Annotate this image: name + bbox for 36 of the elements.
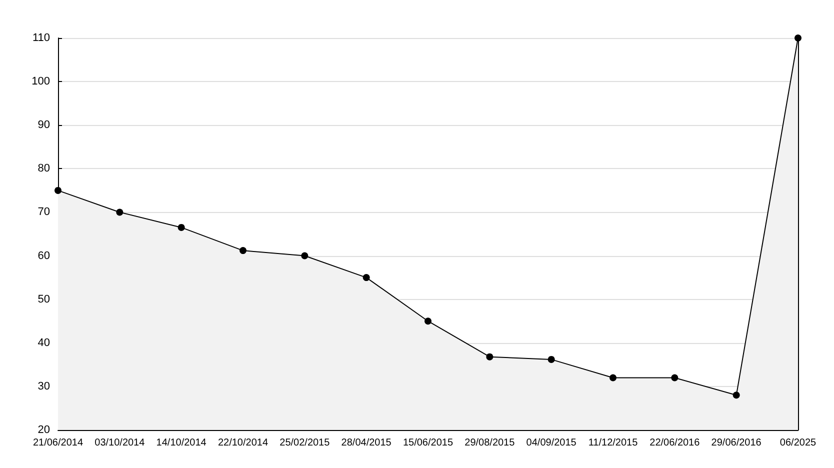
x-tick-label: 06/2025	[780, 438, 817, 448]
x-tick-label: 29/06/2016	[711, 438, 762, 448]
point	[548, 356, 555, 363]
x-tick-label: 04/09/2015	[526, 438, 577, 448]
x-tick-label: 29/08/2015	[464, 438, 516, 448]
y-tick-label: 80	[38, 162, 50, 175]
y-tick-label: 20	[38, 424, 50, 436]
x-tick-label: 03/10/2014	[94, 438, 146, 448]
x-tick-label: 21/06/2014	[32, 438, 84, 448]
point	[794, 34, 802, 42]
point	[486, 353, 494, 360]
point	[362, 274, 370, 282]
y-tick-label: 50	[38, 293, 50, 306]
y-tick-label: 90	[38, 119, 50, 132]
point	[732, 392, 740, 399]
point	[54, 186, 62, 194]
y-tick-label: 100	[32, 76, 50, 88]
x-tick-label: 15/06/2015	[402, 438, 454, 448]
point	[178, 224, 185, 231]
x-tick-label: 22/06/2016	[650, 438, 700, 448]
x-tick-label: 11/12/2015	[588, 438, 638, 448]
point	[671, 374, 678, 382]
y-tick-label: 40	[38, 336, 50, 349]
point	[240, 247, 246, 254]
point	[424, 318, 432, 325]
y-tick-label: 60	[38, 250, 50, 262]
x-tick-label: 25/02/2015	[280, 438, 330, 448]
point	[301, 252, 308, 260]
x-tick-label: 28/04/2015	[341, 438, 392, 448]
y-tick-label: 70	[38, 206, 50, 218]
x-tick-label: 14/10/2014	[156, 438, 207, 448]
point	[116, 208, 124, 216]
y-tick-label: 110	[32, 32, 50, 44]
y-tick-label: 30	[38, 380, 50, 392]
x-tick-label: 22/10/2014	[218, 438, 268, 448]
point	[610, 374, 616, 382]
